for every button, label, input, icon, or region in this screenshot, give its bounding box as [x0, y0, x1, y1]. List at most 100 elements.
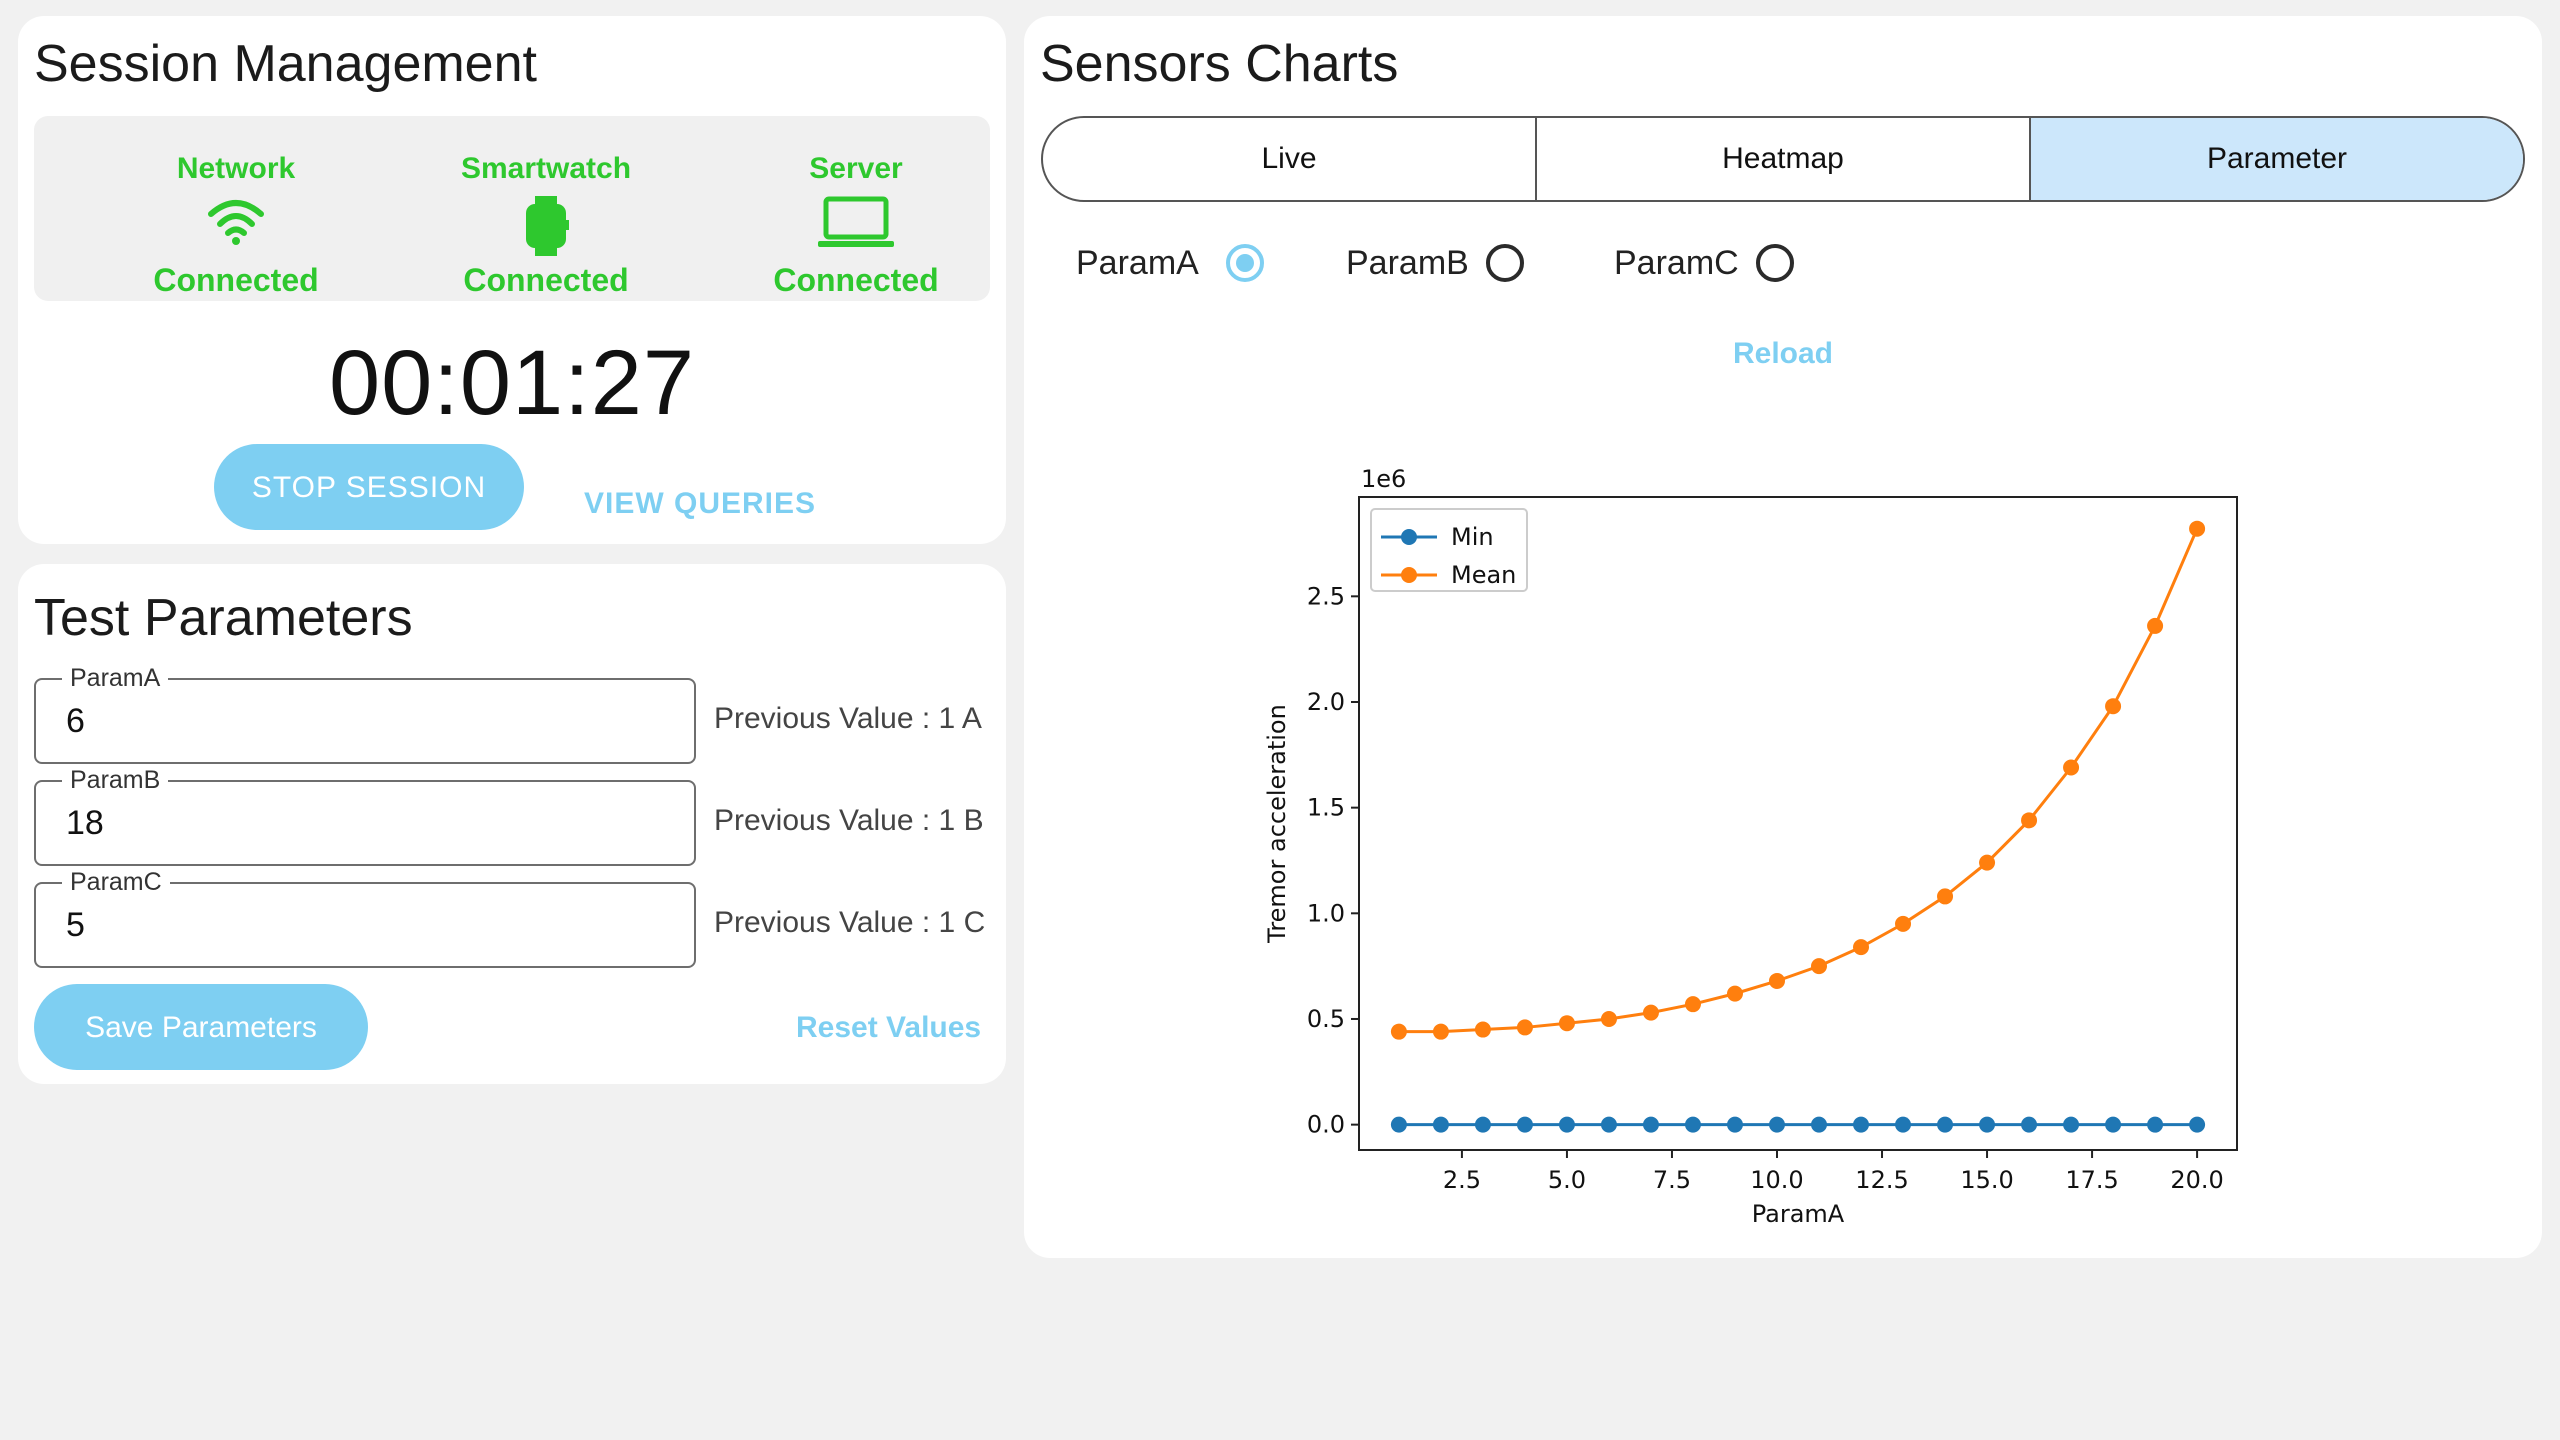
param-b-value[interactable]: 18	[66, 804, 104, 842]
data-point-min	[1432, 1116, 1449, 1133]
network-label: Network	[176, 152, 296, 185]
y-tick-label: 1.0	[1307, 899, 1345, 927]
data-point-mean	[1684, 996, 1701, 1013]
param-a-label: ParamA	[62, 664, 169, 693]
stop-session-button[interactable]: STOP SESSION	[214, 444, 524, 530]
tab-live[interactable]: Live	[1043, 118, 1537, 200]
chart-tabs: Live Heatmap Parameter	[1041, 116, 2525, 202]
data-point-min	[1895, 1116, 1912, 1133]
tab-heatmap[interactable]: Heatmap	[1537, 118, 2031, 200]
radio-param-b-button[interactable]	[1486, 244, 1524, 282]
server-state: Connected	[773, 262, 939, 298]
data-point-min	[2147, 1116, 2164, 1133]
data-point-mean	[1979, 854, 1996, 871]
param-c-previous: Previous Value : 1 C	[714, 906, 986, 939]
data-point-mean	[1937, 888, 1954, 905]
data-point-mean	[2105, 698, 2122, 715]
y-offset-label: 1e6	[1361, 465, 1406, 493]
param-c-field[interactable]: ParamC 5	[34, 868, 696, 968]
param-c-value[interactable]: 5	[66, 906, 85, 944]
radio-param-a-button[interactable]	[1226, 244, 1264, 282]
data-point-mean	[1895, 915, 1912, 932]
data-point-mean	[1726, 985, 1743, 1002]
connection-status-panel: Network Connected Smartwatch	[34, 116, 990, 301]
data-point-min	[1516, 1116, 1533, 1133]
param-a-field[interactable]: ParamA 6	[34, 664, 696, 764]
x-tick-label: 15.0	[1960, 1166, 2013, 1194]
data-point-mean	[1811, 958, 1828, 975]
view-queries-button[interactable]: VIEW QUERIES	[578, 486, 822, 522]
network-status: Network Connected	[86, 116, 386, 301]
laptop-icon	[706, 196, 1006, 256]
data-point-min	[1600, 1116, 1617, 1133]
save-parameters-button[interactable]: Save Parameters	[34, 984, 368, 1070]
radio-param-a-label: ParamA	[1076, 244, 1199, 282]
sensors-charts-card: Sensors Charts Live Heatmap Parameter Pa…	[1024, 16, 2542, 1258]
data-point-min	[1642, 1116, 1659, 1133]
data-point-mean	[2021, 812, 2038, 829]
data-point-min	[1979, 1116, 1996, 1133]
data-point-min	[1853, 1116, 1870, 1133]
session-title: Session Management	[34, 35, 537, 93]
data-point-min	[1558, 1116, 1575, 1133]
legend-label: Mean	[1451, 561, 1516, 589]
param-b-previous: Previous Value : 1 B	[714, 804, 984, 837]
y-tick-label: 0.0	[1307, 1111, 1345, 1139]
data-point-min	[1684, 1116, 1701, 1133]
session-timer: 00:01:27	[328, 332, 696, 434]
x-tick-label: 2.5	[1443, 1166, 1481, 1194]
smartwatch-icon	[396, 196, 696, 256]
data-point-min	[1726, 1116, 1743, 1133]
data-point-mean	[1432, 1023, 1449, 1040]
x-tick-label: 5.0	[1548, 1166, 1586, 1194]
reset-values-button[interactable]: Reset Values	[790, 1010, 987, 1046]
params-title: Test Parameters	[34, 589, 413, 647]
y-tick-label: 1.5	[1307, 794, 1345, 822]
data-point-mean	[1558, 1015, 1575, 1032]
param-a-value[interactable]: 6	[66, 702, 85, 740]
legend-marker	[1401, 567, 1417, 583]
param-c-label: ParamC	[62, 868, 170, 897]
server-status: Server Connected	[706, 116, 1006, 301]
network-state: Connected	[153, 262, 319, 298]
data-point-min	[1768, 1116, 1785, 1133]
data-point-mean	[1474, 1021, 1491, 1038]
data-point-mean	[2063, 759, 2080, 776]
radio-param-b-label: ParamB	[1346, 244, 1469, 282]
reload-button[interactable]: Reload	[1024, 336, 2542, 372]
data-point-min	[2063, 1116, 2080, 1133]
x-tick-label: 7.5	[1653, 1166, 1691, 1194]
data-point-min	[2105, 1116, 2122, 1133]
data-point-mean	[1768, 972, 1785, 989]
parameter-chart: 2.5 5.0 7.5 10.0 12.5 15.0 17.5 20.0 0.0 0.5 1.0 1.…	[1263, 465, 2238, 1228]
x-tick-label: 10.0	[1750, 1166, 1803, 1194]
data-point-mean	[2189, 520, 2206, 537]
data-point-mean	[1853, 939, 1870, 956]
sensors-title: Sensors Charts	[1040, 35, 1399, 93]
data-point-min	[1390, 1116, 1407, 1133]
y-axis-label: Tremor acceleration	[1263, 704, 1291, 944]
radio-param-c-label: ParamC	[1614, 244, 1739, 282]
data-point-min	[2021, 1116, 2038, 1133]
plot-frame	[1358, 496, 2238, 1151]
data-point-mean	[1642, 1004, 1659, 1021]
x-axis-label: ParamA	[1752, 1200, 1845, 1228]
wifi-icon	[86, 196, 386, 256]
session-management-card: Session Management Network Connected Sma…	[18, 16, 1006, 544]
smartwatch-state: Connected	[463, 262, 629, 298]
data-point-mean	[2147, 617, 2164, 634]
data-point-mean	[1516, 1019, 1533, 1036]
y-tick-label: 2.0	[1307, 688, 1345, 716]
smartwatch-status: Smartwatch Connected	[396, 116, 696, 301]
data-point-min	[1811, 1116, 1828, 1133]
data-point-mean	[1390, 1023, 1407, 1040]
tab-parameter[interactable]: Parameter	[2031, 118, 2523, 200]
legend-marker	[1401, 529, 1417, 545]
param-b-field[interactable]: ParamB 18	[34, 766, 696, 866]
radio-param-c-button[interactable]	[1756, 244, 1794, 282]
y-tick-label: 0.5	[1307, 1005, 1345, 1033]
x-tick-label: 12.5	[1855, 1166, 1908, 1194]
data-point-min	[1937, 1116, 1954, 1133]
x-tick-label: 17.5	[2065, 1166, 2118, 1194]
legend-label: Min	[1451, 523, 1494, 551]
